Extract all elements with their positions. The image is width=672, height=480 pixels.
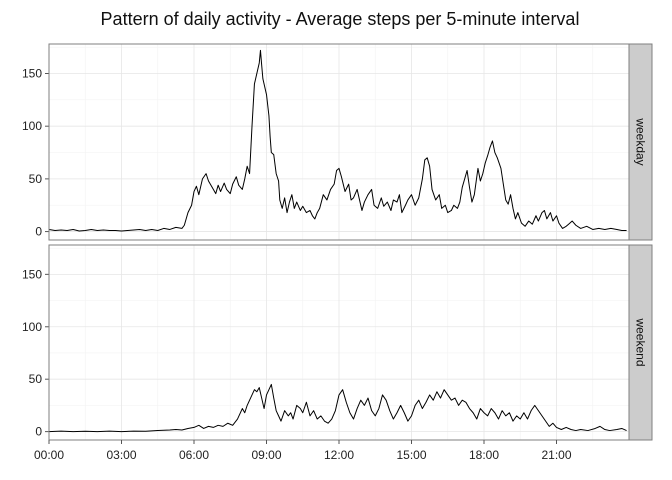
panels-group: 0 50 100 150 weekday 0 50 100 150 weekend [22,43,653,441]
x-tick-label: 21:00 [541,448,571,462]
series-line-weekday [48,49,627,232]
x-tick-label: 09:00 [251,448,281,462]
y-tick-label: 0 [35,225,42,239]
series-line-weekend [48,383,627,433]
x-tick-label: 00:00 [34,448,64,462]
y-tick-label: 150 [22,267,42,281]
panel-weekend: 0 50 100 150 weekend [22,244,653,441]
y-tick-label: 150 [22,67,42,81]
strip-weekday [628,43,653,241]
y-tick-label: 50 [29,172,43,186]
x-tick-label: 06:00 [179,448,209,462]
x-tick-label: 18:00 [469,448,499,462]
panel-weekday: 0 50 100 150 weekday [22,43,653,241]
chart-title: Pattern of daily activity - Average step… [101,9,580,29]
x-tick-label: 15:00 [396,448,426,462]
x-tick-label: 03:00 [106,448,136,462]
y-tick-label: 50 [29,372,43,386]
y-tick-label: 100 [22,320,42,334]
strip-label-weekday: weekday [634,117,648,165]
y-tick-label: 100 [22,119,42,133]
strip-label-weekend: weekend [634,317,648,366]
x-axis: 00:00 03:00 06:00 09:00 12:00 15:00 18:00 21:00 [34,440,572,462]
y-tick-label: 0 [35,425,42,439]
x-tick-label: 12:00 [324,448,354,462]
strip-weekend [628,244,653,441]
